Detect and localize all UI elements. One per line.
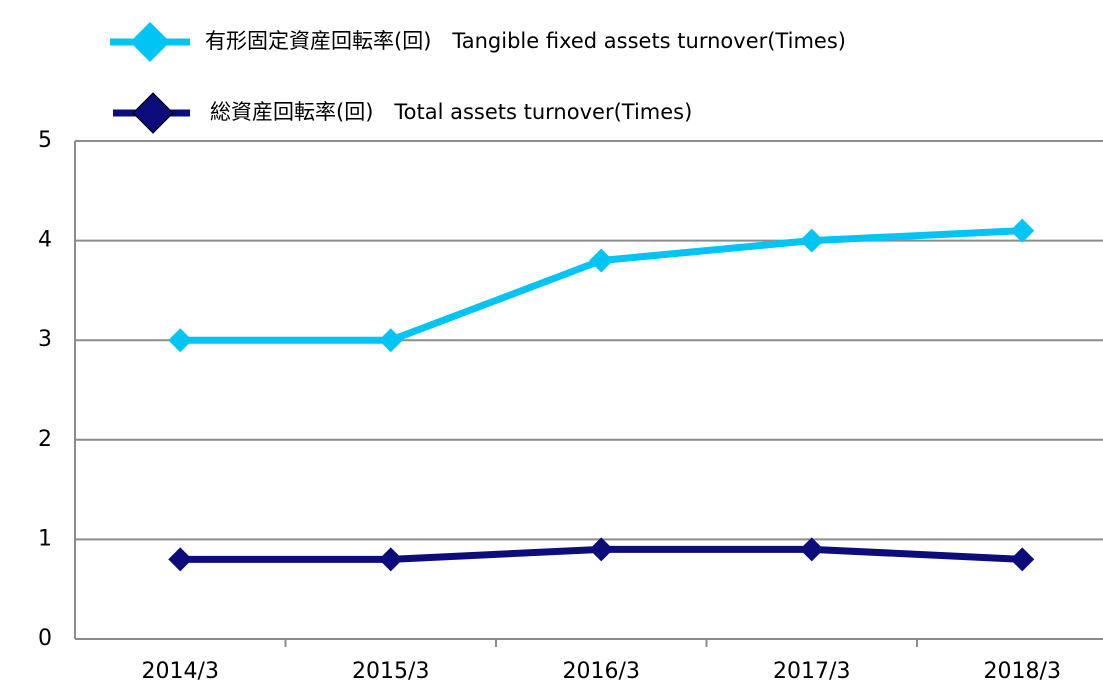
point-marker	[1010, 218, 1035, 243]
legend-label: 有形固定資産回転率(回) Tangible fixed assets turno…	[205, 29, 846, 53]
point-marker	[589, 248, 614, 273]
point-marker	[378, 547, 403, 572]
x-tick-label: 2014/3	[142, 659, 219, 684]
point-marker	[589, 537, 614, 562]
x-tick-label: 2016/3	[563, 659, 640, 684]
x-tick-label: 2015/3	[352, 659, 429, 684]
legend-marker	[130, 22, 170, 62]
series-line	[180, 227, 1023, 344]
point-marker	[799, 537, 824, 562]
x-tick-label: 2017/3	[773, 659, 850, 684]
y-tick-label: 5	[38, 128, 52, 153]
y-tick-label: 4	[38, 228, 52, 253]
y-tick-label: 1	[38, 526, 52, 551]
y-tick-label: 0	[38, 626, 52, 651]
y-tick-label: 2	[38, 427, 52, 452]
x-tick-label: 2018/3	[984, 659, 1061, 684]
point-marker	[378, 328, 403, 353]
y-tick-label: 3	[38, 327, 52, 352]
point-marker	[168, 547, 193, 572]
legend-label: 総資産回転率(回) Total assets turnover(Times)	[210, 100, 692, 124]
legend-marker	[132, 92, 174, 134]
point-marker	[799, 228, 824, 253]
point-marker	[1010, 547, 1035, 572]
point-marker	[168, 328, 193, 353]
